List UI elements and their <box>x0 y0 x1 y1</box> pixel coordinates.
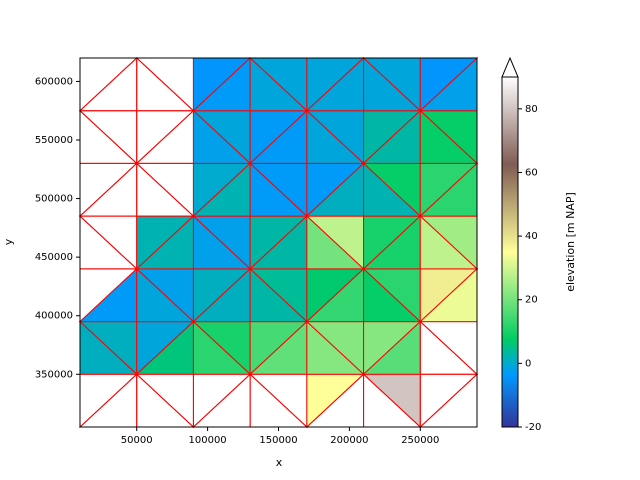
empty-triangle <box>79 214 138 270</box>
triangle <box>192 320 252 375</box>
x-tick-label: 50000 <box>121 435 153 446</box>
y-tick-label: 400000 <box>35 311 73 322</box>
x-tick-label: 250000 <box>401 435 439 446</box>
x-tick-label: 100000 <box>189 435 227 446</box>
triangle <box>363 267 422 323</box>
triangle <box>249 267 309 323</box>
triangle <box>249 162 309 217</box>
triangle <box>136 267 195 323</box>
x-tick-label: 150000 <box>259 435 297 446</box>
colorbar <box>502 77 518 427</box>
x-axis-label: x <box>276 456 283 469</box>
y-tick-label: 350000 <box>35 369 73 380</box>
colorbar-tick-label: 60 <box>525 167 538 178</box>
y-axis-label: y <box>2 238 15 245</box>
y-tick-label: 500000 <box>35 194 73 205</box>
empty-triangle <box>78 56 138 112</box>
colorbar-extend <box>501 56 519 78</box>
triangle <box>419 214 479 270</box>
triangle <box>192 109 252 164</box>
empty-triangle <box>136 373 195 428</box>
colorbar-tick-label: 0 <box>525 358 531 369</box>
empty-triangle <box>136 162 195 217</box>
colorbar-label: elevation [m NAP] <box>564 192 577 292</box>
colorbar-frame <box>501 76 519 428</box>
empty-triangle <box>419 373 478 428</box>
triangle <box>363 162 422 217</box>
triangle <box>78 267 138 323</box>
y-tick-label: 600000 <box>35 76 73 87</box>
empty-triangle <box>136 56 195 112</box>
triangle <box>419 109 479 164</box>
triangle <box>363 56 422 112</box>
empty-triangle <box>78 162 138 217</box>
colorbar-tick-label: -20 <box>525 422 541 433</box>
triangle <box>249 56 309 112</box>
triangle <box>306 214 365 270</box>
empty-triangle <box>192 373 251 428</box>
empty-triangle <box>79 109 138 164</box>
empty-triangle <box>249 373 309 428</box>
empty-triangle <box>419 320 479 375</box>
x-tick-label: 200000 <box>330 435 368 446</box>
y-tick-label: 550000 <box>35 135 73 146</box>
y-tick-label: 450000 <box>35 252 73 263</box>
colorbar-tick-label: 40 <box>525 231 538 242</box>
triangle <box>306 109 365 164</box>
colorbar-tick-label: 80 <box>525 104 538 115</box>
colorbar-tick-label: 20 <box>525 295 538 306</box>
empty-triangle <box>135 109 194 164</box>
triangle <box>306 320 365 375</box>
triangle <box>192 214 252 270</box>
empty-triangle <box>78 373 138 428</box>
